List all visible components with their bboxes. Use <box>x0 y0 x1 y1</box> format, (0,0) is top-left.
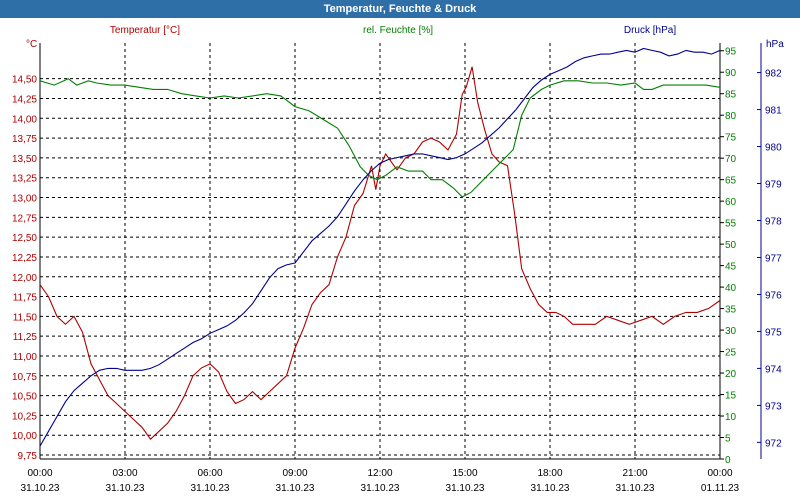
pressure-tick-label: 975 <box>765 327 782 338</box>
plot-frame <box>39 43 762 460</box>
series-humidity <box>39 78 721 198</box>
pressure-tick-label: 977 <box>765 253 782 264</box>
temperature-tick-label: 12,25 <box>12 253 37 264</box>
temperature-tick-label: 14,00 <box>12 114 37 125</box>
chart: 9,75 10,00 10,25 10,50 10,75 11,00 11,25 11,50 1… <box>12 25 784 494</box>
temperature-tick-label: 13,75 <box>12 134 37 145</box>
series-temperature <box>39 66 721 441</box>
x-tick-date-label: 31.10.23 <box>531 483 570 494</box>
humidity-tick-label: 60 <box>725 197 737 208</box>
temperature-tick-label: 13,00 <box>12 194 37 205</box>
temperature-tick-label: 13,50 <box>12 154 37 165</box>
temperature-tick-label: 14,50 <box>12 75 37 86</box>
temperature-tick-label: 11,75 <box>13 293 38 304</box>
x-tick-time-label: 18:00 <box>537 468 562 479</box>
x-tick-date-label: 01.11.23 <box>701 483 740 494</box>
series-pressure <box>39 47 721 447</box>
pressure-tick-label: 974 <box>765 364 782 375</box>
temperature-tick-label: 11,00 <box>13 352 38 363</box>
x-tick-date-label: 31.10.23 <box>616 483 655 494</box>
temperature-tick-label: 10,00 <box>12 431 37 442</box>
humidity-tick-label: 40 <box>725 283 737 294</box>
pressure-axis-label: Druck [hPa] <box>624 25 676 36</box>
humidity-tick-label: 95 <box>725 47 737 58</box>
humidity-tick-label: 15 <box>725 391 737 402</box>
axes-layer: 9,75 10,00 10,25 10,50 10,75 11,00 11,25 11,50 1… <box>12 47 782 494</box>
temperature-unit: °C <box>26 39 37 50</box>
humidity-tick-label: 5 <box>725 434 731 445</box>
temperature-tick-label: 11,50 <box>13 312 38 323</box>
pressure-tick-label: 982 <box>765 69 782 80</box>
humidity-tick-label: 20 <box>725 369 737 380</box>
temperature-tick-label: 12,75 <box>12 213 37 224</box>
pressure-tick-label: 981 <box>765 106 782 117</box>
x-tick-time-label: 06:00 <box>197 468 222 479</box>
grid <box>39 43 721 459</box>
pressure-tick-label: 979 <box>765 180 782 191</box>
humidity-tick-label: 90 <box>725 68 737 79</box>
humidity-tick-label: 65 <box>725 176 737 187</box>
temperature-tick-label: 9,75 <box>18 451 38 462</box>
x-tick-date-label: 31.10.23 <box>191 483 230 494</box>
humidity-tick-label: 80 <box>725 111 737 122</box>
pressure-tick-label: 976 <box>765 290 782 301</box>
humidity-tick-label: 35 <box>725 305 737 316</box>
temperature-tick-label: 14,25 <box>12 94 37 105</box>
humidity-axis-label: rel. Feuchte [%] <box>363 25 433 36</box>
pressure-tick-label: 978 <box>765 216 782 227</box>
temperature-axis-label: Temperatur [°C] <box>110 25 180 36</box>
x-tick-date-label: 31.10.23 <box>361 483 400 494</box>
humidity-tick-label: 85 <box>725 90 737 101</box>
humidity-tick-label: 75 <box>725 133 737 144</box>
x-tick-time-label: 03:00 <box>112 468 137 479</box>
humidity-tick-label: 0 <box>725 455 731 466</box>
temperature-tick-label: 12,00 <box>12 273 37 284</box>
temperature-tick-label: 13,25 <box>12 174 37 185</box>
temperature-tick-label: 10,50 <box>12 392 37 403</box>
x-tick-time-label: 21:00 <box>622 468 647 479</box>
humidity-tick-label: 55 <box>725 219 737 230</box>
temperature-tick-label: 11,25 <box>13 332 38 343</box>
humidity-tick-label: 30 <box>725 326 737 337</box>
temperature-tick-label: 12,50 <box>12 233 37 244</box>
x-tick-time-label: 00:00 <box>27 468 52 479</box>
humidity-tick-label: 25 <box>725 348 737 359</box>
temperature-tick-label: 10,75 <box>12 372 37 383</box>
series-layer <box>39 47 721 447</box>
humidity-tick-label: 70 <box>725 154 737 165</box>
pressure-tick-label: 973 <box>765 401 782 412</box>
x-tick-date-label: 31.10.23 <box>106 483 145 494</box>
x-tick-date-label: 31.10.23 <box>21 483 60 494</box>
pressure-tick-label: 972 <box>765 438 782 449</box>
x-tick-time-label: 00:00 <box>707 468 732 479</box>
x-tick-time-label: 15:00 <box>452 468 477 479</box>
pressure-unit: hPa <box>766 39 784 50</box>
x-tick-date-label: 31.10.23 <box>276 483 315 494</box>
x-tick-date-label: 31.10.23 <box>446 483 485 494</box>
x-tick-time-label: 09:00 <box>282 468 307 479</box>
x-tick-time-label: 12:00 <box>367 468 392 479</box>
humidity-tick-label: 10 <box>725 412 737 423</box>
chart-title: Temperatur, Feuchte & Druck <box>0 0 800 18</box>
pressure-tick-label: 980 <box>765 143 782 154</box>
temperature-tick-label: 10,25 <box>12 411 37 422</box>
humidity-tick-label: 50 <box>725 240 737 251</box>
humidity-tick-label: 45 <box>725 262 737 273</box>
